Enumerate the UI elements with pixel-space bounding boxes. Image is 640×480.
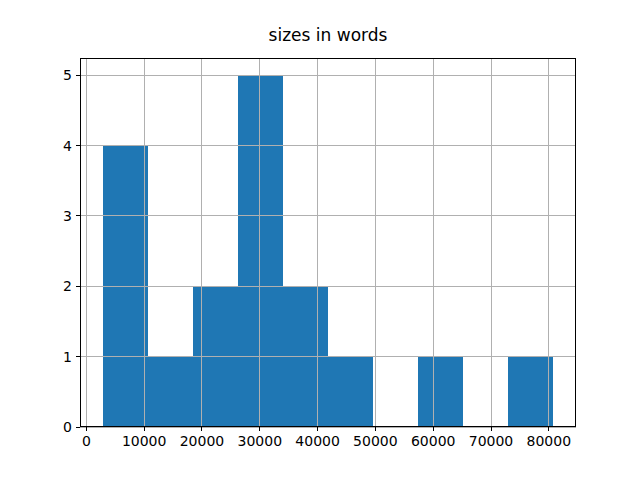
x-tick-mark: [201, 427, 202, 431]
y-tick-mark: [76, 427, 80, 428]
x-tick-mark: [317, 427, 318, 431]
x-tick-label: 80000: [514, 433, 584, 449]
y-tick-label: 3: [16, 208, 72, 224]
y-tick-mark: [76, 356, 80, 357]
x-tick-mark: [433, 427, 434, 431]
y-tick-label: 0: [16, 419, 72, 435]
y-tick-mark: [76, 286, 80, 287]
chart-title: sizes in words: [80, 25, 576, 45]
y-tick-label: 1: [16, 349, 72, 365]
plot-area: 0100002000030000400005000060000700008000…: [80, 58, 576, 428]
x-tick-mark: [548, 427, 549, 431]
x-tick-mark: [144, 427, 145, 431]
y-tick-mark: [76, 215, 80, 216]
x-tick-mark: [491, 427, 492, 431]
figure: sizes in words 0100002000030000400005000…: [0, 0, 640, 480]
y-tick-label: 2: [16, 278, 72, 294]
y-tick-mark: [76, 75, 80, 76]
x-tick-mark: [86, 427, 87, 431]
x-tick-mark: [375, 427, 376, 431]
x-tick-mark: [259, 427, 260, 431]
y-tick-label: 5: [16, 67, 72, 83]
y-tick-mark: [76, 145, 80, 146]
plot-border: [80, 58, 576, 428]
y-tick-label: 4: [16, 138, 72, 154]
